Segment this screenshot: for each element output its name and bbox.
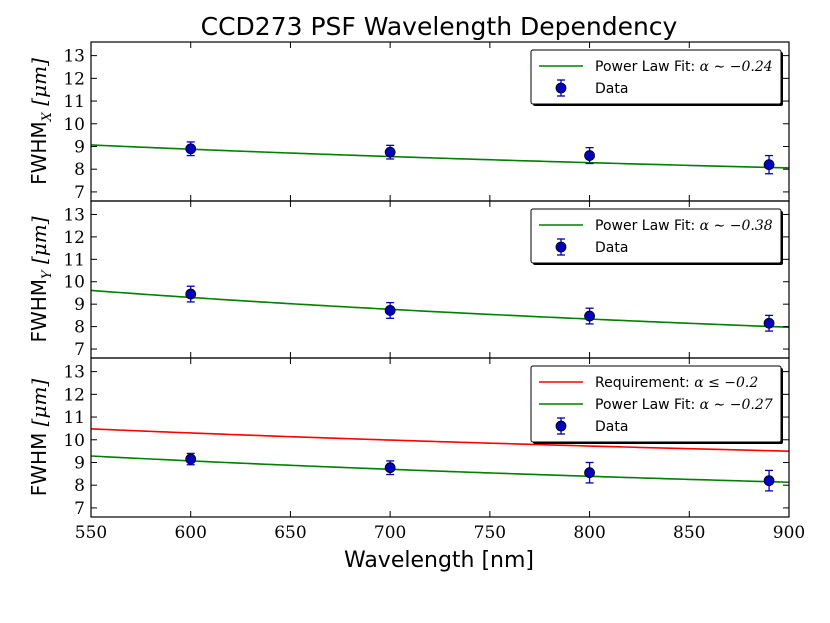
legend-label-text: Data: [595, 419, 628, 435]
x-axis-ticks: 550 600 650 700 750 800 850 900: [75, 523, 805, 543]
chart-title: CCD273 PSF Wavelength Dependency: [201, 12, 678, 41]
legend-label-1: Data: [595, 81, 628, 97]
legend-marker-1: [555, 241, 567, 253]
x-tick-label-700: 700: [374, 523, 406, 543]
data-point-y-2: [584, 310, 595, 322]
y-label-base: FWHM: [27, 279, 51, 343]
legend-label-0: Power Law Fit: α ∼ −0.38: [595, 218, 773, 234]
data-point-y-3: [763, 317, 775, 329]
y-tick-label-x-7: 7: [74, 183, 85, 203]
legend-label-text: Data: [595, 240, 628, 256]
fit-line-x-0: [91, 144, 789, 169]
x-tick-label-600: 600: [174, 523, 206, 543]
y-tick-label-combined-13: 13: [63, 363, 85, 383]
legend-label-math: α ∼ −0.27: [700, 397, 773, 413]
data-point-x-1: [384, 146, 396, 158]
legend-label-1: Power Law Fit: α ∼ −0.27: [595, 397, 773, 413]
panel-y-marks: [91, 285, 789, 332]
legend-box: [530, 208, 782, 264]
data-point-combined-3: [763, 475, 775, 487]
y-tick-label-x-12: 12: [63, 69, 85, 89]
y-tick-label-x-13: 13: [63, 47, 85, 67]
data-point-x-3: [763, 159, 775, 171]
fit-line-combined-1: [91, 455, 789, 484]
y-tick-label-y-8: 8: [74, 318, 85, 338]
y-tick-label-y-12: 12: [63, 228, 85, 248]
legend-y: Power Law Fit: α ∼ −0.38 Data: [530, 208, 783, 265]
y-tick-label-x-8: 8: [74, 160, 85, 180]
y-label-base: FWHM: [27, 121, 51, 185]
panel-combined-marks: [91, 428, 789, 492]
y-tick-label-x-9: 9: [74, 137, 85, 157]
y-tick-label-x-10: 10: [63, 115, 85, 135]
y-tick-label-combined-12: 12: [63, 385, 85, 405]
y-tick-label-y-7: 7: [74, 340, 85, 360]
y-label-unit: [μm]: [27, 379, 51, 433]
legend-label-1: Data: [595, 240, 628, 256]
x-tick-label-550: 550: [75, 523, 107, 543]
data-point-x-2: [584, 150, 595, 161]
legend-label-text: Data: [595, 81, 628, 97]
legend-label-math: α ≤ −0.2: [694, 375, 758, 391]
legend-marker-1: [555, 82, 567, 94]
x-tick-label-900: 900: [773, 523, 805, 543]
x-tick-label-750: 750: [474, 523, 506, 543]
legend-label-0: Requirement: α ≤ −0.2: [595, 375, 758, 391]
legend-label-math: α ∼ −0.38: [700, 218, 773, 234]
legend-label-text: Power Law Fit:: [595, 218, 700, 234]
fit-line-y-0: [91, 289, 789, 329]
y-axis-label-y: FWHMY [μm]: [27, 216, 55, 342]
data-point-y-0: [185, 288, 197, 300]
y-label-subscript: Y: [40, 269, 55, 279]
legend-box: [530, 365, 782, 443]
y-label-unit: [μm]: [27, 58, 51, 112]
data-point-combined-2: [584, 467, 595, 479]
y-tick-label-combined-9: 9: [74, 453, 85, 473]
legend-label-text: Power Law Fit:: [595, 59, 700, 75]
data-point-combined-1: [384, 462, 396, 474]
y-tick-label-y-11: 11: [63, 250, 85, 270]
legend-label-math: α ∼ −0.24: [700, 59, 773, 75]
y-tick-label-y-9: 9: [74, 295, 85, 315]
y-tick-label-combined-8: 8: [74, 476, 85, 496]
legend-marker-2: [555, 420, 567, 432]
legend-x: Power Law Fit: α ∼ −0.24 Data: [530, 49, 783, 106]
legend-label-text: Requirement:: [595, 375, 694, 391]
fit-line-combined-0: [91, 428, 789, 452]
y-tick-label-combined-10: 10: [63, 431, 85, 451]
data-point-combined-0: [185, 453, 197, 465]
legend-label-2: Data: [595, 419, 628, 435]
y-label-base: FWHM: [27, 433, 51, 497]
legend-label-0: Power Law Fit: α ∼ −0.24: [595, 59, 773, 75]
data-point-x-0: [185, 143, 197, 155]
y-tick-label-combined-11: 11: [63, 408, 85, 428]
panel-frame-combined: [90, 357, 790, 518]
x-tick-label-650: 650: [274, 523, 306, 543]
y-axis-label-combined: FWHM [μm]: [27, 379, 51, 497]
y-tick-label-x-11: 11: [63, 92, 85, 112]
y-label-subscript: X: [40, 111, 55, 122]
y-tick-label-y-10: 10: [63, 273, 85, 293]
legend-label-text: Power Law Fit:: [595, 397, 700, 413]
panel-x-marks: [91, 141, 789, 175]
legend-combined: Requirement: α ≤ −0.2 Power Law Fit: α ∼ …: [530, 365, 783, 444]
x-tick-label-850: 850: [673, 523, 705, 543]
legend-box: [530, 49, 782, 105]
y-axis-label-x: FWHMX [μm]: [27, 58, 55, 185]
x-tick-label-800: 800: [573, 523, 605, 543]
y-tick-label-combined-7: 7: [74, 499, 85, 519]
y-tick-label-y-13: 13: [63, 205, 85, 225]
y-label-unit: [μm]: [27, 216, 51, 270]
x-axis-label: Wavelength [nm]: [344, 548, 534, 573]
data-point-y-1: [384, 305, 396, 316]
